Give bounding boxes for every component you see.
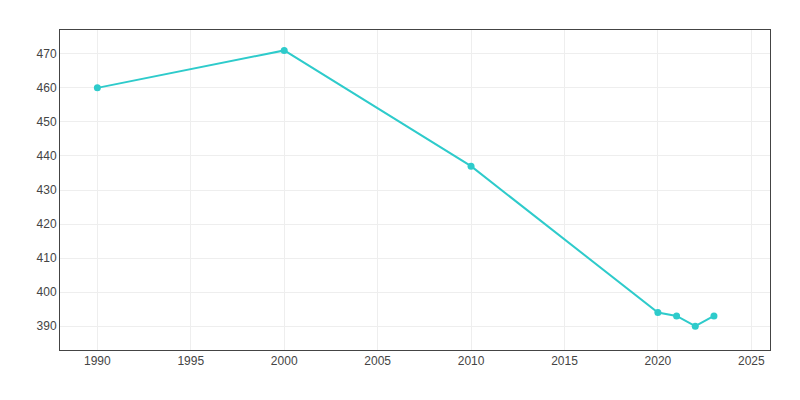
svg-text:1990: 1990 bbox=[84, 354, 111, 368]
svg-text:2020: 2020 bbox=[645, 354, 672, 368]
svg-text:2010: 2010 bbox=[458, 354, 485, 368]
svg-text:2005: 2005 bbox=[364, 354, 391, 368]
svg-text:2000: 2000 bbox=[271, 354, 298, 368]
svg-text:430: 430 bbox=[37, 183, 57, 197]
svg-text:390: 390 bbox=[37, 319, 57, 333]
svg-text:460: 460 bbox=[37, 81, 57, 95]
svg-text:2025: 2025 bbox=[738, 354, 765, 368]
svg-text:1995: 1995 bbox=[177, 354, 204, 368]
svg-text:470: 470 bbox=[37, 47, 57, 61]
svg-text:2015: 2015 bbox=[551, 354, 578, 368]
svg-text:400: 400 bbox=[37, 285, 57, 299]
svg-text:420: 420 bbox=[37, 217, 57, 231]
svg-text:440: 440 bbox=[37, 149, 57, 163]
svg-text:410: 410 bbox=[37, 251, 57, 265]
svg-text:450: 450 bbox=[37, 115, 57, 129]
